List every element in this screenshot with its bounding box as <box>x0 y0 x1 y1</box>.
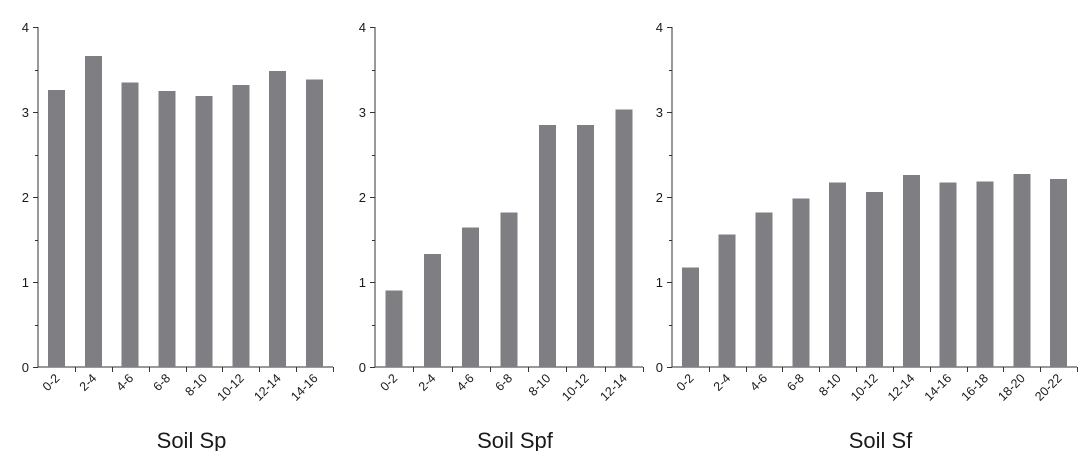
x-tick-label: 20-22 <box>1032 371 1065 404</box>
x-tick-label: 10-12 <box>848 371 881 404</box>
bar-0-2 <box>47 89 65 368</box>
panel-title: Soil Spf <box>477 428 554 451</box>
x-tick-label: 14-16 <box>922 371 955 404</box>
y-tick-label: 4 <box>359 20 366 35</box>
x-tick-label: 0-2 <box>674 371 697 394</box>
bar-14-16 <box>939 182 957 367</box>
bar-18-20 <box>1013 174 1031 367</box>
x-tick-label: 4-6 <box>747 371 770 394</box>
panel-soil-spf: 0 1 2 3 4 0-2 2-4 4-6 6-8 8-10 10-12 12-14 Soil Spf <box>359 20 644 453</box>
bar-12-14 <box>269 71 287 367</box>
bar-14-16 <box>306 79 324 367</box>
x-tick-label: 8-10 <box>816 371 844 399</box>
x-tick-label: 2-4 <box>416 371 439 394</box>
y-tick-label: 3 <box>22 105 29 120</box>
y-tick-label: 2 <box>656 190 663 205</box>
y-tick-label: 1 <box>656 275 663 290</box>
bar-2-4 <box>84 55 102 368</box>
x-tick-label: 6-8 <box>784 371 807 394</box>
bar-6-8 <box>792 198 810 367</box>
x-tick-label: 12-14 <box>885 371 918 404</box>
x-tick-label: 6-8 <box>492 371 515 394</box>
x-tick-label: 0-2 <box>378 371 401 394</box>
panel-soil-sp: 0 1 2 3 4 0-2 2-4 4-6 6-8 8-10 10-12 12-14 14-16 Soil… <box>22 20 334 453</box>
panel-title: Soil Sf <box>849 428 913 451</box>
bar-0-2 <box>681 267 699 367</box>
bar-10-12 <box>866 191 883 367</box>
panel-title: Soil Sp <box>157 428 227 451</box>
bar-8-10 <box>538 124 556 367</box>
x-tick-label: 2-4 <box>77 371 100 394</box>
x-tick-label: 12-14 <box>597 371 630 404</box>
x-tick-label: 18-20 <box>995 371 1028 404</box>
bar-6-8 <box>158 90 176 367</box>
bar-8-10 <box>195 95 213 367</box>
y-tick-label: 0 <box>656 360 663 375</box>
x-tick-label: 4-6 <box>454 371 477 394</box>
y-tick-label: 4 <box>22 20 29 35</box>
x-tick-label: 2-4 <box>711 371 734 394</box>
y-tick-label: 3 <box>359 105 366 120</box>
bar-0-2 <box>385 290 403 367</box>
bar-20-22 <box>1050 179 1068 367</box>
x-tick-label: 8-10 <box>526 371 554 399</box>
bar-4-6 <box>121 82 139 367</box>
x-tick-label: 0-2 <box>40 371 63 394</box>
y-tick-label: 2 <box>22 190 29 205</box>
y-tick-label: 2 <box>359 190 366 205</box>
bar-2-4 <box>718 234 736 367</box>
bar-4-6 <box>755 212 773 367</box>
y-tick-label: 1 <box>359 275 366 290</box>
x-tick-label: 8-10 <box>182 371 210 399</box>
x-tick-label: 4-6 <box>114 371 137 394</box>
bar-6-8 <box>500 212 518 367</box>
y-tick-label: 0 <box>359 360 366 375</box>
bar-2-4 <box>423 253 441 367</box>
x-tick-label: 14-16 <box>288 371 321 404</box>
x-tick-label: 12-14 <box>251 371 284 404</box>
y-tick-label: 4 <box>656 20 663 35</box>
bar-8-10 <box>829 182 847 367</box>
bar-12-14 <box>615 109 633 367</box>
y-tick-label: 3 <box>656 105 663 120</box>
x-tick-label: 10-12 <box>214 371 247 404</box>
bar-16-18 <box>976 181 994 367</box>
y-tick-label: 0 <box>22 360 29 375</box>
panel-soil-sf: 0 1 2 3 4 0-2 2-4 4-6 6-8 8-10 10-12 12-14 14-16 16-1… <box>656 20 1078 453</box>
bar-10-12 <box>577 124 595 367</box>
y-tick-label: 1 <box>22 275 29 290</box>
bar-10-12 <box>232 84 250 368</box>
x-tick-label: 16-18 <box>959 371 992 404</box>
bar-12-14 <box>902 174 920 367</box>
x-tick-label: 6-8 <box>151 371 174 394</box>
bar-4-6 <box>462 227 480 367</box>
x-tick-label: 10-12 <box>559 371 592 404</box>
